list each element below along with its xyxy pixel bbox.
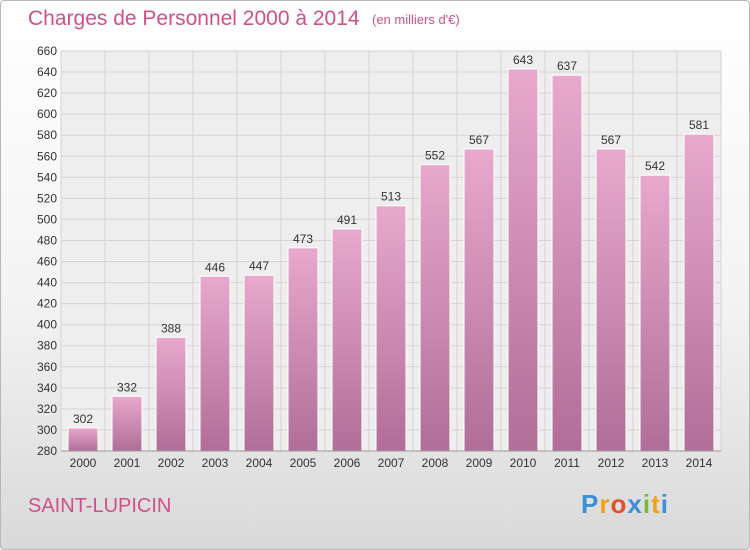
y-tick-label: 500 (37, 212, 57, 226)
data-label-2012: 567 (601, 133, 621, 147)
bar-2011 (551, 74, 583, 452)
bar-2004 (243, 274, 275, 452)
y-tick-label: 660 (37, 44, 57, 58)
x-tick-label-2005: 2005 (290, 456, 317, 470)
bar-2009 (463, 148, 495, 452)
chart-title: Charges de Personnel 2000 à 2014 (28, 7, 360, 30)
logo-letter: o (610, 489, 628, 519)
y-tick-label: 520 (37, 191, 57, 205)
y-tick-label: 480 (37, 233, 57, 247)
x-tick-label-2010: 2010 (510, 456, 537, 470)
bar-2014 (683, 133, 715, 452)
y-tick-label: 280 (37, 444, 57, 458)
bar-2012 (595, 148, 627, 452)
y-tick-label: 300 (37, 423, 57, 437)
x-tick-label-2003: 2003 (202, 456, 229, 470)
logo-letter: x (627, 489, 643, 519)
y-tick-label: 320 (37, 402, 57, 416)
data-label-2007: 513 (381, 190, 401, 204)
data-label-2014: 581 (689, 118, 709, 132)
bar-2002 (155, 336, 187, 452)
location-label: SAINT-LUPICIN (28, 495, 172, 517)
y-tick-label: 600 (37, 107, 57, 121)
y-tick-label: 560 (37, 149, 57, 163)
bar-2013 (639, 174, 671, 452)
y-tick-label: 400 (37, 318, 57, 332)
bar-2010 (507, 68, 539, 452)
y-tick-label: 440 (37, 276, 57, 290)
x-tick-label-2007: 2007 (378, 456, 405, 470)
data-label-2003: 446 (205, 260, 225, 274)
x-tick-label-2000: 2000 (70, 456, 97, 470)
data-label-2008: 552 (425, 149, 445, 163)
logo-letter: i (660, 489, 669, 519)
y-tick-label: 580 (37, 128, 57, 142)
bar-2003 (199, 275, 231, 452)
x-tick-label-2001: 2001 (114, 456, 141, 470)
x-tick-label-2013: 2013 (642, 456, 669, 470)
bar-2007 (375, 205, 407, 452)
y-tick-label: 460 (37, 255, 57, 269)
bar-2005 (287, 247, 319, 452)
data-label-2009: 567 (469, 133, 489, 147)
data-label-2010: 643 (513, 53, 533, 67)
logo-letter: i (642, 489, 652, 519)
x-tick-label-2006: 2006 (334, 456, 361, 470)
data-label-2004: 447 (249, 259, 269, 273)
x-tick-label-2009: 2009 (466, 456, 493, 470)
logo-letter: P (581, 489, 600, 519)
data-label-2002: 388 (161, 321, 181, 335)
y-tick-label: 540 (37, 170, 57, 184)
bar-2008 (419, 164, 451, 452)
y-tick-label: 340 (37, 381, 57, 395)
proxiti-logo: Proxiti (581, 489, 669, 520)
x-tick-label-2008: 2008 (422, 456, 449, 470)
bar-2006 (331, 228, 363, 452)
y-tick-label: 380 (37, 339, 57, 353)
y-tick-label: 420 (37, 297, 57, 311)
logo-letter: r (599, 489, 611, 519)
y-tick-label: 360 (37, 360, 57, 374)
data-label-2011: 637 (557, 59, 577, 73)
x-tick-label-2011: 2011 (554, 456, 580, 470)
data-label-2000: 302 (73, 412, 93, 426)
data-label-2006: 491 (337, 213, 357, 227)
data-label-2005: 473 (293, 232, 313, 246)
y-tick-label: 620 (37, 86, 57, 100)
chart-subtitle: (en milliers d'€) (372, 12, 460, 27)
data-label-2001: 332 (117, 380, 137, 394)
logo-letter: t (651, 489, 661, 519)
x-tick-label-2004: 2004 (246, 456, 273, 470)
x-tick-label-2002: 2002 (158, 456, 185, 470)
x-tick-label-2012: 2012 (598, 456, 625, 470)
data-label-2013: 542 (645, 159, 665, 173)
y-tick-label: 640 (37, 65, 57, 79)
bar-2000 (67, 427, 99, 452)
bar-2001 (111, 395, 143, 452)
x-tick-label-2014: 2014 (686, 456, 713, 470)
